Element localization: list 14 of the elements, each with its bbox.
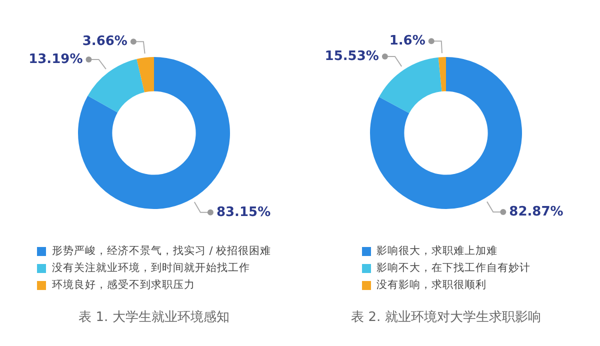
text: 表 1. 大学生就业环境感知 <box>78 309 230 326</box>
legend-label: 没有影响，求职很顺利 <box>376 278 486 292</box>
legend-label: 环境良好，感受不到求职压力 <box>52 278 195 292</box>
data-label: 3.66% <box>82 34 128 49</box>
legend-label: 形势严峻，经济不景气，找实习 / 校招很困难 <box>52 244 272 258</box>
data-label: 82.87% <box>509 204 564 220</box>
legend-label: 影响不大，在下找工作自有妙计 <box>376 261 530 275</box>
data-label: 1.6% <box>389 33 426 48</box>
legend-label: 影响很大，求职难上加难 <box>376 244 498 258</box>
legend-label: 没有关注就业环境，到时间就开始找工作 <box>52 261 250 275</box>
text: 表 2. 就业环境对大学生求职影响 <box>351 309 541 326</box>
data-label: 83.15% <box>216 204 271 220</box>
data-label: 13.19% <box>28 52 83 67</box>
data-label: 15.53% <box>324 48 379 64</box>
